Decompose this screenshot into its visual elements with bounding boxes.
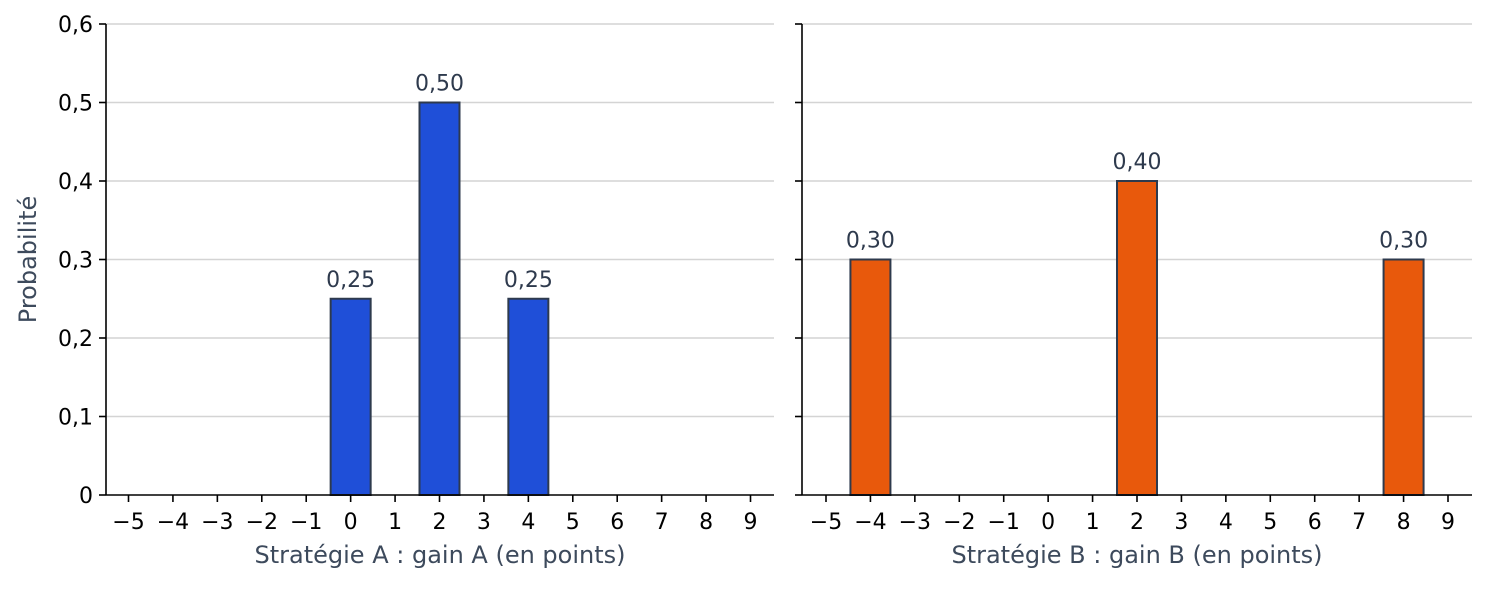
x-axis-label: Stratégie B : gain B (en points): [951, 541, 1322, 569]
bar: [1116, 180, 1158, 496]
y-tick-label: 0,6: [58, 13, 93, 38]
bar: [507, 297, 550, 496]
x-tick-label: 7: [1352, 510, 1366, 535]
bar: [849, 258, 892, 496]
x-tick-label: −2: [246, 510, 278, 535]
bar-data-label: 0,25: [326, 268, 375, 293]
y-tick-label: 0,1: [58, 406, 93, 431]
x-tick-label: −1: [290, 510, 322, 535]
x-tick-label: −1: [987, 510, 1019, 535]
x-tick-label: −3: [899, 510, 931, 535]
x-tick-label: −5: [112, 510, 144, 535]
x-tick-label: 1: [388, 510, 402, 535]
x-tick-label: 9: [1441, 510, 1455, 535]
y-tick-label: 0,3: [58, 249, 93, 274]
x-tick-label: 5: [1263, 510, 1277, 535]
x-tick-label: 8: [1397, 510, 1411, 535]
x-tick-label: 6: [1308, 510, 1322, 535]
x-tick-label: 0: [344, 510, 358, 535]
x-tick-label: 2: [433, 510, 447, 535]
x-tick-label: 2: [1130, 510, 1144, 535]
x-tick-label: −5: [810, 510, 842, 535]
x-tick-label: 8: [699, 510, 713, 535]
bar: [418, 101, 461, 496]
bar: [1382, 258, 1425, 496]
y-axis-label: Probabilité: [14, 196, 42, 323]
x-tick-label: 9: [744, 510, 758, 535]
x-tick-label: 0: [1041, 510, 1055, 535]
chart-panel-1: 0 0,1 0,2 0,3 0,4 0,5 0,6 0,25 0,50 0,25 −5 −4 −3 −2−…: [14, 13, 774, 569]
x-tick-label: −3: [201, 510, 233, 535]
x-tick-label: 3: [477, 510, 491, 535]
chart-panel-2: 0,30 0,40 0,30 −5 −4 −3 −2 −1 0 1 2 3 4 5 6 7 8 9 Stratégi…: [795, 23, 1472, 569]
x-axis-label: Stratégie A : gain A (en points): [255, 541, 626, 569]
bar-data-label: 0,50: [415, 72, 464, 97]
x-tick-label: −2: [943, 510, 975, 535]
y-tick-label: 0: [79, 484, 93, 509]
bar-data-label: 0,25: [504, 268, 553, 293]
bar: [329, 297, 372, 496]
y-tick-label: 0,5: [58, 92, 93, 117]
x-tick-label: 5: [566, 510, 580, 535]
x-tick-label: 3: [1174, 510, 1188, 535]
x-tick-label: 1: [1086, 510, 1100, 535]
x-tick-label: 4: [1219, 510, 1233, 535]
x-tick-label: 6: [610, 510, 624, 535]
bar-data-label: 0,30: [1379, 229, 1428, 254]
y-tick-label: 0,4: [58, 170, 93, 195]
x-tick-label: −4: [854, 510, 886, 535]
bar-data-label: 0,40: [1113, 150, 1162, 175]
y-tick-label: 0,2: [58, 327, 93, 352]
x-tick-label: −4: [157, 510, 189, 535]
x-tick-label: 7: [655, 510, 669, 535]
x-tick-label: 4: [521, 510, 535, 535]
bar-data-label: 0,30: [846, 229, 895, 254]
